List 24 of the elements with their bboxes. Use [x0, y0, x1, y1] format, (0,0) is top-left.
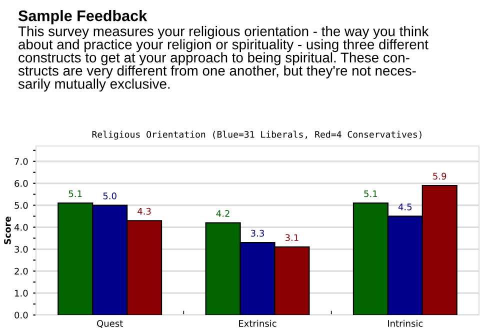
y-axis-title: Score: [4, 216, 11, 244]
data-label: 4.3: [138, 208, 151, 215]
text: Sample Feedback: [18, 10, 148, 24]
x-tick-label: Intrinsic: [388, 320, 423, 327]
y-tick-label: 3.0: [14, 246, 28, 253]
y-tick-label: 5.0: [14, 202, 28, 209]
data-label: 5.9: [433, 172, 446, 180]
y-tick-label: 4.0: [14, 224, 28, 231]
data-label: 4.2: [216, 210, 230, 217]
data-label: 5.0: [103, 192, 116, 200]
text: This survey measures your religious orientation - the way you think about and practice your religion or spirituality - using three different constructs to get at your approach to being spiritual. These con- structs are very different from one another, but they're not neces- sarily mutually exclusive.: [18, 26, 429, 92]
chart-title: Religious Orientation (Blue=31 Liberals, Red=4 Conservatives): [92, 130, 422, 140]
data-label: 5.1: [364, 190, 378, 198]
y-tick-label: 2.0: [14, 268, 28, 275]
data-label: 4.5: [398, 204, 412, 210]
x-tick-label: Extrinsic: [239, 320, 276, 327]
y-tick-label: 6.0: [14, 180, 28, 187]
y-tick-label: 0.0: [14, 312, 28, 319]
data-label: 3.3: [251, 230, 264, 237]
data-label: 3.1: [285, 234, 298, 242]
y-tick-label: 1.0: [14, 290, 28, 297]
y-tick-label: 7.0: [14, 158, 28, 165]
data-label: 5.1: [68, 190, 82, 198]
x-tick-label: Quest: [97, 320, 123, 328]
